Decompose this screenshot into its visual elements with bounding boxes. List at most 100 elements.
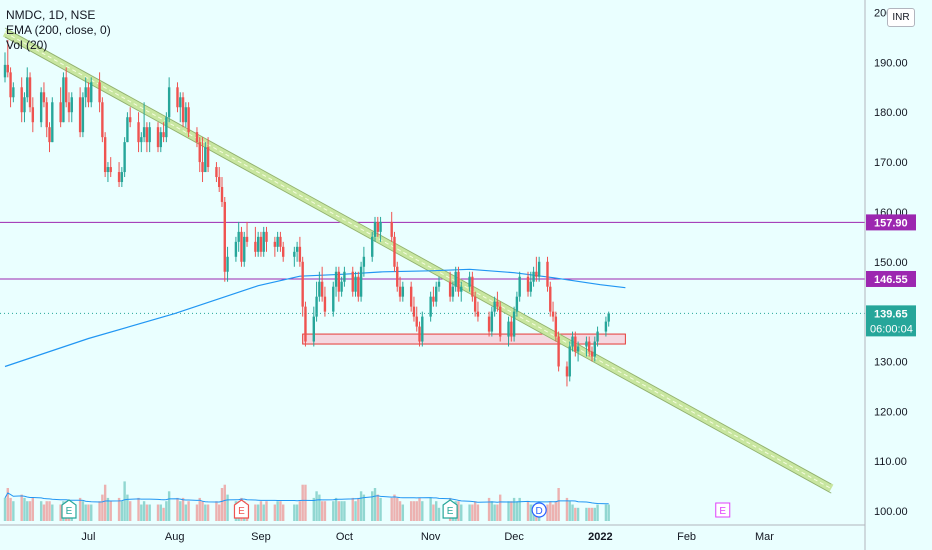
volume-bar [220, 488, 224, 521]
volume-bar [421, 501, 424, 521]
earnings-event-marker: E [61, 499, 77, 519]
currency-button[interactable]: INR [887, 8, 915, 27]
volume-bar [607, 504, 610, 521]
candle-body [337, 271, 341, 292]
volume-bar [343, 501, 346, 521]
volume-bar [571, 504, 574, 521]
volume-bar [512, 497, 516, 521]
candle-body [588, 341, 591, 352]
volume-bar [204, 504, 207, 521]
candle-body [109, 167, 112, 173]
volume-bar [418, 497, 421, 521]
candle-body [273, 241, 277, 247]
volume-bar [312, 497, 316, 521]
candle-body [435, 286, 438, 302]
time-tick-label: Oct [336, 531, 353, 543]
candle-body [87, 87, 90, 103]
candle-body [276, 236, 279, 247]
candle-body [457, 271, 460, 292]
price-tick-label: 120.00 [874, 406, 908, 418]
candle-body [487, 316, 491, 332]
candle-body [304, 306, 307, 342]
legend-symbol[interactable]: NMDC, 1D, NSE [6, 8, 96, 22]
volume-bar [596, 504, 599, 521]
volume-bar [39, 501, 43, 521]
volume-bar [159, 504, 162, 521]
legend-volume[interactable]: Vol (20) [6, 38, 48, 52]
candle-body [526, 276, 530, 292]
candle-body [351, 271, 354, 292]
candle-body [223, 201, 226, 272]
time-tick-label: Aug [165, 531, 185, 543]
candle-body [201, 162, 204, 173]
candle-body [432, 296, 435, 302]
price-tick-label: 100.00 [874, 506, 908, 518]
volume-bar [256, 504, 260, 521]
candle-body [126, 117, 129, 143]
candle-body [557, 336, 560, 367]
volume-bar [148, 504, 151, 521]
volume-bar [51, 504, 54, 521]
volume-bar [435, 501, 438, 521]
volume-bar [487, 497, 491, 521]
volume-bar [554, 501, 558, 521]
level-price-label: 146.55 [874, 274, 908, 286]
volume-bar [98, 501, 101, 521]
candle-body [451, 286, 455, 297]
volume-bar [593, 507, 596, 521]
candle-body [51, 102, 54, 143]
candle-body [70, 97, 73, 113]
candle-body [3, 64, 7, 78]
volume-bar [87, 504, 90, 521]
volume-bar [373, 488, 377, 521]
candle-body [103, 137, 107, 173]
candle-body [179, 97, 182, 108]
candle-body [554, 316, 558, 337]
volume-bar [181, 497, 185, 521]
volume-bar [26, 501, 29, 521]
volume-bar [498, 494, 502, 521]
candle-body [546, 261, 549, 287]
candle-body [604, 321, 608, 332]
candle-body [318, 281, 321, 297]
volume-bar [140, 504, 143, 521]
volume-bar [396, 497, 399, 521]
candle-body [334, 271, 338, 287]
volume-bar [412, 501, 416, 521]
volume-bar [120, 501, 124, 521]
candle-body [218, 177, 221, 188]
volume-bar [460, 504, 463, 521]
candle-body [412, 306, 416, 317]
volume-bar [546, 504, 549, 521]
volume-bar [304, 484, 307, 521]
candle-body [206, 147, 210, 168]
candle-body [162, 132, 165, 138]
volume-bar [20, 494, 23, 521]
level-price-tag [866, 214, 916, 231]
candle-body [315, 296, 318, 317]
candle-body [159, 132, 162, 148]
volume-bar [337, 501, 341, 521]
volume-bar [588, 507, 591, 521]
volume-bar [298, 501, 302, 521]
price-tick-label: 180.00 [874, 107, 908, 119]
volume-bar [176, 497, 179, 521]
volume-bar [457, 501, 460, 521]
candle-body [429, 296, 432, 317]
volume-bar [340, 501, 343, 521]
legend-ema[interactable]: EMA (200, close, 0) [6, 23, 111, 37]
candle-body [140, 137, 143, 143]
event-marker-label: E [238, 506, 245, 517]
candle-body [551, 311, 555, 317]
volume-ma-line [4, 492, 609, 505]
volume-bar [437, 507, 441, 521]
last-price-label: 139.65 [874, 308, 908, 320]
candle-body [62, 77, 65, 123]
volume-bar [201, 501, 204, 521]
candle-body [42, 92, 46, 103]
volume-bar [23, 497, 26, 521]
volume-bar [3, 497, 7, 521]
event-marker-label: E [447, 506, 454, 517]
